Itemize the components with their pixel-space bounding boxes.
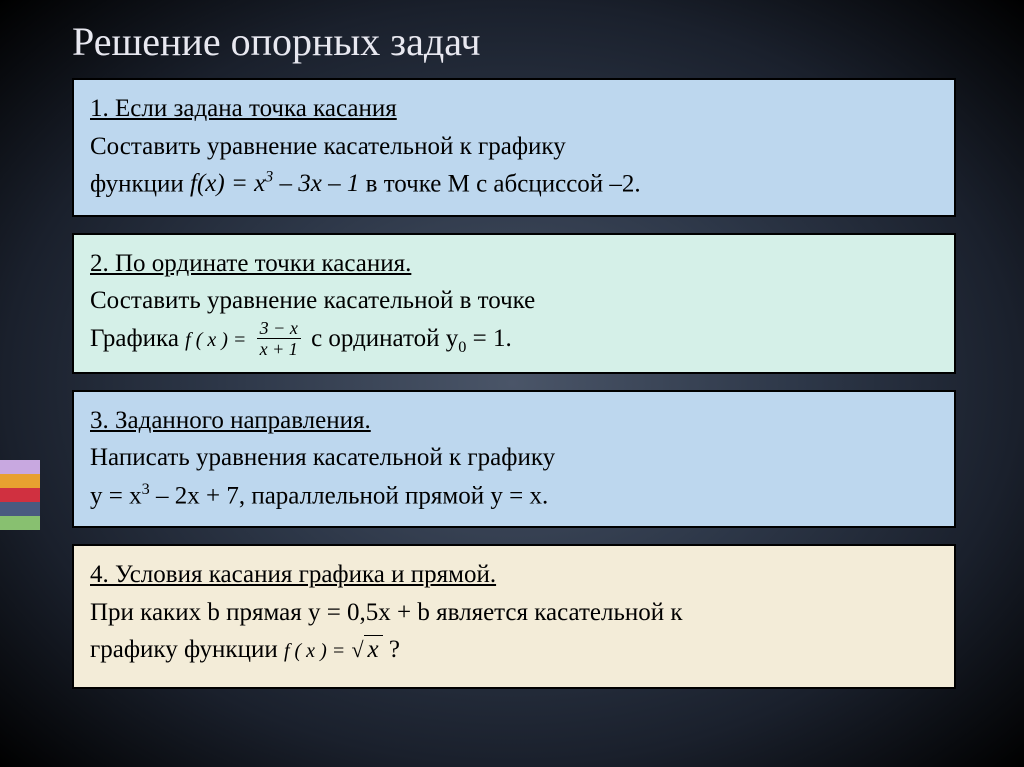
accent-2 xyxy=(0,474,40,488)
task-4-box: 4. Условия касания графика и прямой. При… xyxy=(72,544,956,689)
task-4-line-2: графику функции f ( x ) = √x ? xyxy=(90,631,938,669)
accent-4 xyxy=(0,502,40,516)
task-1-box: 1. Если задана точка касания Составить у… xyxy=(72,78,956,217)
task-2-line-1: Составить уравнение касательной в точке xyxy=(90,282,938,320)
accent-5 xyxy=(0,516,40,530)
task-2-heading: 2. По ординате точки касания. xyxy=(90,245,938,283)
task-2-box: 2. По ординате точки касания. Составить … xyxy=(72,233,956,374)
task-4-sqrt: √x xyxy=(351,636,388,663)
task-1-line-2: функции f(x) = x3 – 3x – 1 в точке М с а… xyxy=(90,165,938,203)
accent-1 xyxy=(0,460,40,474)
task-4-heading: 4. Условия касания графика и прямой. xyxy=(90,556,938,594)
accent-3 xyxy=(0,488,40,502)
task-3-line-2: у = x3 – 2x + 7, параллельной прямой у =… xyxy=(90,477,938,515)
page-title: Решение опорных задач xyxy=(0,0,1024,75)
task-2-line-2: Графика f ( x ) = 3 − x x + 1 с ординато… xyxy=(90,320,938,360)
task-2-fraction: 3 − x x + 1 xyxy=(257,319,301,358)
task-4-line-1: При каких b прямая у = 0,5x + b является… xyxy=(90,594,938,632)
side-accent-stripes xyxy=(0,460,40,530)
task-3-heading: 3. Заданного направления. xyxy=(90,402,938,440)
task-3-line-1: Написать уравнения касательной к графику xyxy=(90,439,938,477)
content-area: 1. Если задана точка касания Составить у… xyxy=(72,78,956,705)
task-3-box: 3. Заданного направления. Написать уравн… xyxy=(72,390,956,529)
task-1-heading: 1. Если задана точка касания xyxy=(90,90,938,128)
task-1-line-1: Составить уравнение касательной к график… xyxy=(90,128,938,166)
